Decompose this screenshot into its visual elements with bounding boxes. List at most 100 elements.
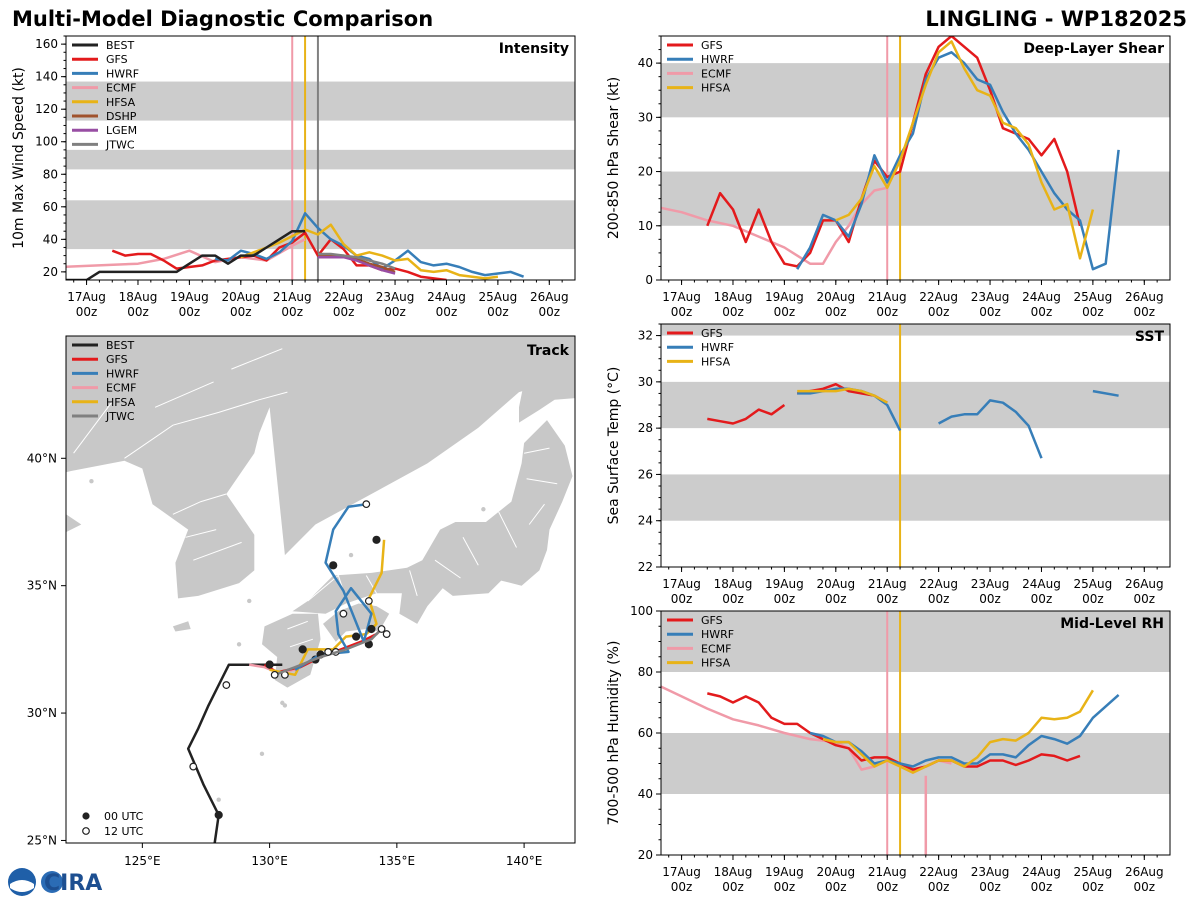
rh-ylabel: 700-500 hPa Humidity (%) [606, 641, 622, 826]
rh-series-hfsa-4 [822, 689, 1094, 774]
track-point-00utc-hfsa-0 [298, 645, 307, 654]
intensity-legend-label-lgem: LGEM [106, 124, 137, 137]
shear-xtick-label-5: 22Aug [919, 290, 958, 304]
sst-ytick-label-4: 30 [638, 375, 653, 389]
sst-series-gfs-0 [707, 403, 786, 425]
small-island-10 [89, 479, 94, 484]
rh-band-1 [661, 611, 1170, 672]
sst-xtick-label-3: 20Aug [816, 577, 855, 591]
intensity-series-jtwc-6 [317, 252, 396, 270]
sst-xtick-sublabel-8: 00z [1082, 592, 1104, 606]
intensity-panel: 17Aug00z18Aug00z19Aug00z20Aug00z21Aug00z… [11, 35, 576, 319]
sst-xtick-label-7: 24Aug [1022, 577, 1061, 591]
intensity-ytick-label-2: 60 [43, 200, 58, 214]
sst-band-0 [661, 474, 1170, 521]
shear-ytick-label-0: 0 [645, 273, 653, 287]
track-map-area [66, 336, 575, 843]
sst-xtick-label-4: 21Aug [868, 577, 907, 591]
track-point-12utc-jtwc-1 [324, 648, 333, 656]
sst-ytick-label-2: 26 [638, 467, 653, 481]
rh-ytick-label-0: 20 [638, 848, 653, 862]
storm-title: LINGLING - WP182025 [925, 7, 1187, 31]
intensity-legend-label-best: BEST [106, 39, 134, 52]
shear-legend-label-hfsa: HFSA [701, 82, 731, 95]
sst-ytick-label-3: 28 [638, 421, 653, 435]
rh-xtick-sublabel-1: 00z [722, 880, 744, 894]
shear-xtick-label-3: 20Aug [816, 290, 855, 304]
rh-series-gfs-2 [707, 692, 1081, 771]
intensity-band-0 [66, 200, 575, 250]
track-jtwc [270, 624, 391, 679]
admin-boundary-7 [498, 511, 517, 548]
track-ytick-label-1: 30°N [27, 706, 57, 720]
track-point-12utc-hwrf-0 [339, 609, 348, 618]
intensity-legend-label-gfs: GFS [106, 53, 128, 66]
track-legend-label-ecmf: ECMF [106, 382, 136, 395]
small-island-5 [297, 670, 303, 675]
intensity-series-lgem-5 [317, 255, 396, 275]
intensity-legend-label-hwrf: HWRF [106, 67, 139, 80]
track-legend-label-best: BEST [106, 339, 134, 352]
shear-ytick-label-3: 30 [638, 110, 653, 124]
intensity-ylabel: 10m Max Wind Speed (kt) [11, 67, 27, 249]
admin-boundary-8 [526, 478, 558, 485]
jeju-island [172, 621, 191, 632]
intensity-xtick-sublabel-0: 00z [76, 305, 98, 319]
track-ytick-label-0: 25°N [27, 833, 57, 847]
track-xtick-label-0: 125°E [124, 854, 161, 868]
sst-xtick-label-6: 23Aug [971, 577, 1010, 591]
shear-xtick-label-8: 25Aug [1074, 290, 1113, 304]
hokkaido-island [519, 336, 575, 423]
sst-xtick-label-0: 17Aug [662, 577, 701, 591]
intensity-xtick-sublabel-2: 00z [179, 305, 201, 319]
track-point-12utc-jtwc-3 [382, 630, 391, 638]
shear-xtick-label-2: 19Aug [765, 290, 804, 304]
sst-xtick-sublabel-4: 00z [876, 592, 898, 606]
small-island-2 [259, 751, 265, 757]
sst-xtick-sublabel-7: 00z [1031, 592, 1053, 606]
shear-xtick-sublabel-5: 00z [928, 305, 950, 319]
shear-xtick-label-7: 24Aug [1022, 290, 1061, 304]
shear-xtick-sublabel-4: 00z [876, 305, 898, 319]
intensity-xtick-label-6: 23Aug [376, 290, 415, 304]
shear-xtick-sublabel-0: 00z [671, 305, 693, 319]
shear-xtick-sublabel-8: 00z [1082, 305, 1104, 319]
rh-legend-label-hfsa: HFSA [701, 657, 731, 670]
intensity-legend-label-dshp: DSHP [106, 110, 137, 123]
mainland-asia-korea [66, 336, 575, 599]
marker-legend-12utc-label: 12 UTC [104, 825, 144, 838]
admin-boundary-5 [434, 559, 461, 579]
track-panel: 125°E 130°E 135°E 140°E 25°N 30°N 35°N 40°N Trac… [27, 335, 576, 868]
intensity-xtick-label-2: 19Aug [170, 290, 209, 304]
intensity-xtick-label-5: 22Aug [324, 290, 363, 304]
rh-ytick-label-4: 100 [630, 604, 653, 618]
admin-boundary-13 [193, 541, 242, 561]
track-hwrf [294, 500, 373, 671]
admin-boundary-10 [528, 503, 545, 525]
admin-boundary-11 [289, 638, 314, 648]
rh-xtick-label-1: 18Aug [714, 865, 753, 879]
sst-xtick-label-2: 19Aug [765, 577, 804, 591]
track-legend-label-jtwc: JTWC [105, 410, 135, 423]
sst-xtick-sublabel-1: 00z [722, 592, 744, 606]
rh-xtick-sublabel-5: 00z [928, 880, 950, 894]
shear-band-0 [661, 171, 1170, 226]
intensity-legend-label-ecmf: ECMF [106, 82, 136, 95]
intensity-series-best-7 [66, 229, 306, 280]
shear-title: Deep-Layer Shear [1023, 41, 1164, 57]
marker-legend-00utc-label: 00 UTC [104, 810, 144, 823]
intensity-band-1 [66, 149, 575, 170]
track-point-12utc-jtwc-2 [377, 625, 386, 633]
track-point-00utc-hwrf-0 [329, 561, 338, 570]
sst-xtick-sublabel-2: 00z [774, 592, 796, 606]
intensity-ytick-label-4: 100 [35, 135, 58, 149]
sst-ytick-label-0: 22 [638, 560, 653, 574]
shear-xtick-label-6: 23Aug [971, 290, 1010, 304]
rh-xtick-label-3: 20Aug [816, 865, 855, 879]
intensity-legend-label-hfsa: HFSA [106, 96, 136, 109]
intensity-ytick-label-6: 140 [35, 70, 58, 84]
marker-legend-00utc-swatch [82, 812, 90, 820]
